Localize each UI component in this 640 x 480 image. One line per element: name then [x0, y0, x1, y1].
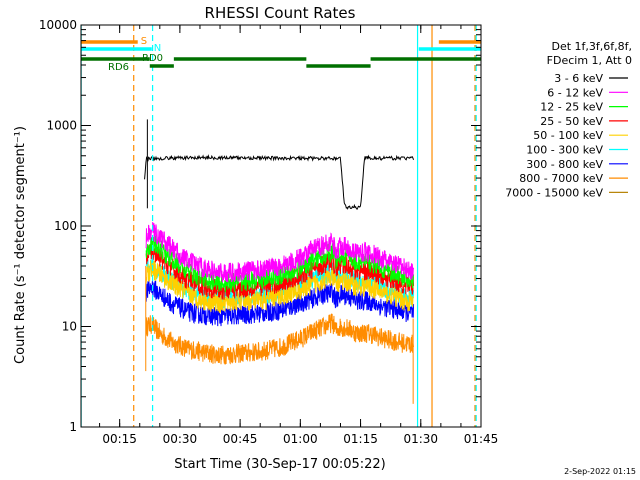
x-tick-label: 01:00 — [283, 432, 318, 446]
rd-label-rd6: RD6 — [108, 62, 129, 73]
x-tick-label: 00:15 — [102, 432, 137, 446]
legend-entry-label: 7000 - 15000 keV — [505, 186, 603, 199]
x-tick-label: 00:45 — [223, 432, 258, 446]
legend-entry-label: 25 - 50 keV — [540, 115, 603, 128]
legend: Det 1f,3f,6f,8f,FDecim 1, Att 0 3 - 6 keV… — [505, 40, 632, 199]
y-tick-label: 10 — [62, 320, 77, 334]
annotations: SN RD6 RD0 — [80, 25, 481, 427]
rd-label-rd0: RD0 — [142, 53, 163, 64]
chart-title: RHESSI Count Rates — [205, 4, 356, 22]
series-line-3 — [145, 234, 415, 293]
series-line-1 — [144, 154, 415, 210]
legend-entry-label: 100 - 300 keV — [526, 144, 603, 157]
x-axis-label: Start Time (30-Sep-17 00:05:22) — [174, 457, 385, 472]
legend-header: Det 1f,3f,6f,8f, — [551, 40, 632, 53]
x-tick-label: 01:45 — [464, 432, 499, 446]
legend-entry-label: 6 - 12 keV — [547, 86, 603, 99]
series-line-4 — [145, 244, 415, 300]
x-tick-label: 01:15 — [343, 432, 378, 446]
series-line-7 — [145, 279, 415, 327]
attenuator-label-n: N — [154, 43, 161, 54]
y-tick-label: 1 — [69, 420, 77, 434]
y-axis-label: Count Rate (s⁻¹ detector segment⁻¹) — [13, 126, 28, 364]
timestamp: 2-Sep-2022 01:15 — [564, 467, 636, 476]
legend-entry-label: 300 - 800 keV — [526, 158, 603, 171]
y-axis: 1 10 100 1000 10000 — [39, 18, 481, 434]
x-axis: 00:15 00:30 00:45 01:00 01:15 01:30 01:45 — [99, 25, 499, 446]
series-line-2 — [145, 221, 415, 283]
legend-header: FDecim 1, Att 0 — [547, 54, 632, 67]
series-line-8 — [145, 313, 415, 365]
y-tick-label: 100 — [54, 219, 77, 233]
x-tick-label: 01:30 — [403, 432, 438, 446]
attenuator-label-s: S — [141, 36, 147, 47]
y-tick-label: 1000 — [46, 119, 77, 133]
legend-entry-label: 12 - 25 keV — [540, 101, 603, 114]
legend-entry-label: 50 - 100 keV — [533, 129, 603, 142]
legend-entry-label: 800 - 7000 keV — [519, 172, 603, 185]
plot-frame — [80, 24, 482, 428]
legend-entry-label: 3 - 6 keV — [554, 72, 603, 85]
traces — [144, 119, 415, 404]
y-tick-label: 10000 — [39, 18, 77, 32]
x-tick-label: 00:30 — [163, 432, 198, 446]
